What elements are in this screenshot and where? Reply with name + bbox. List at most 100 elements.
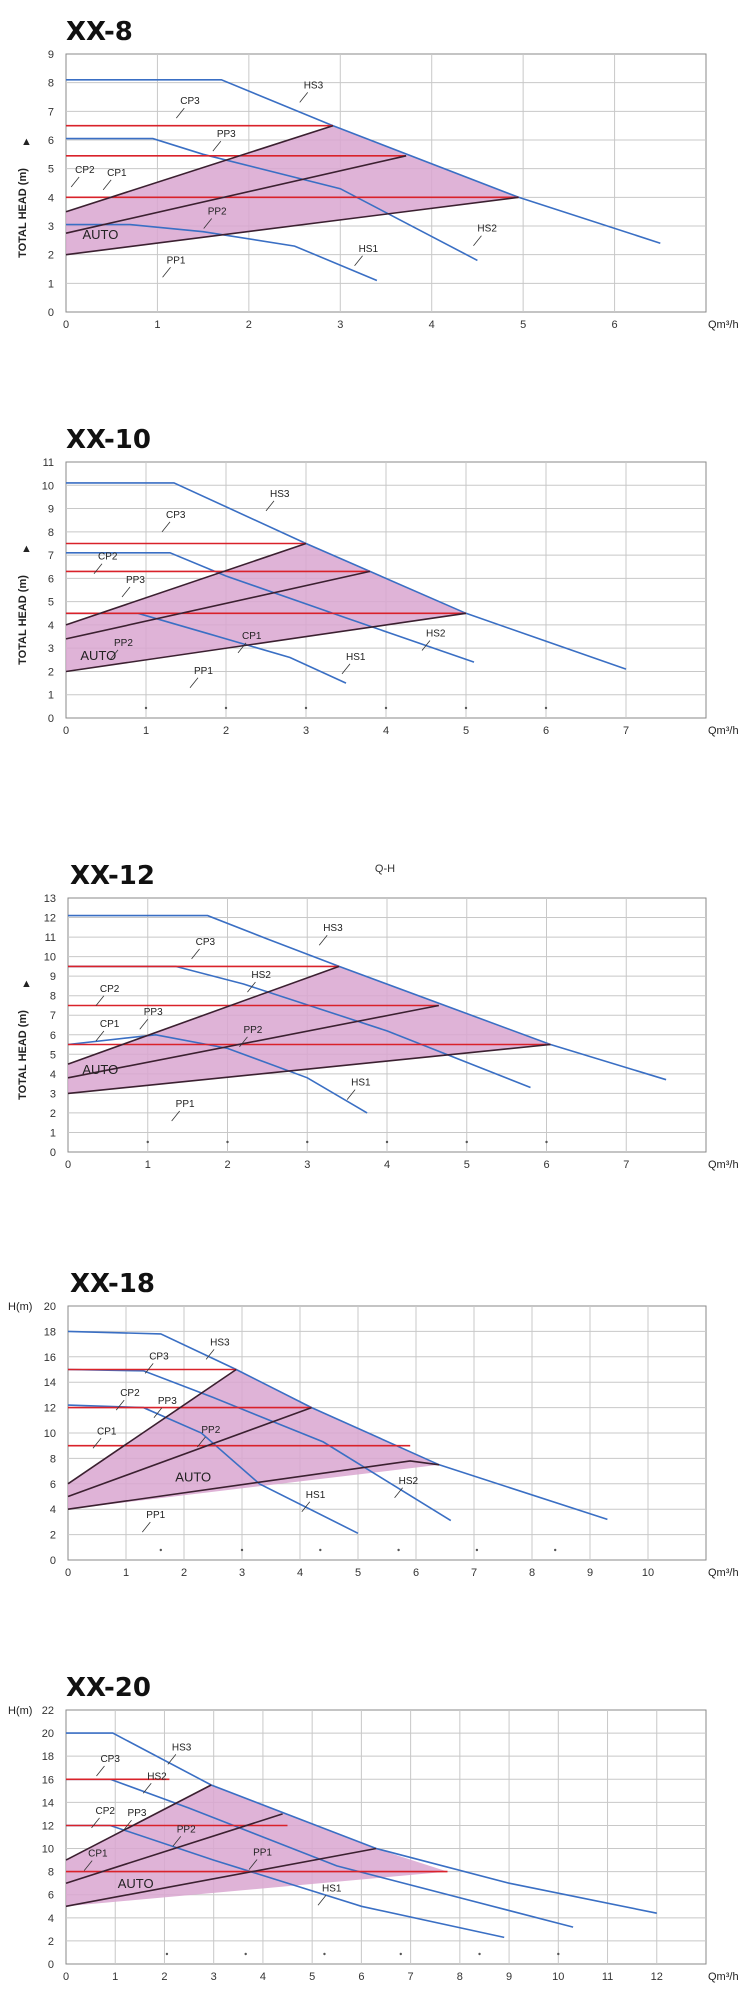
curve-label-hs1: HS1 xyxy=(359,244,379,255)
y-tick-label: 6 xyxy=(48,573,54,585)
y-tick-label: 10 xyxy=(44,952,56,964)
y-tick-label: 6 xyxy=(48,1890,54,1902)
x-tick-label: 4 xyxy=(297,1567,303,1579)
x-tick-label: 7 xyxy=(471,1567,477,1579)
curve-pp1 xyxy=(67,1460,440,1510)
label-leader xyxy=(318,934,328,946)
chart-xx-18: XX-180 1 2 3 4 5 6 7 8 9 1002468101214161820Qm³/hH… xyxy=(8,1269,739,1579)
axis-dot xyxy=(464,706,468,710)
label-leader xyxy=(95,995,105,1007)
y-axis-label: TOTAL HEAD (m) xyxy=(17,575,29,665)
label-leader xyxy=(92,1438,102,1449)
label-leader xyxy=(317,1895,327,1906)
label-leader xyxy=(171,1110,180,1122)
y-tick-label: 7 xyxy=(50,1010,56,1022)
y-tick-label: 5 xyxy=(50,1049,56,1061)
chart-xx-12: XX-12 Q-H0 1 2 3 4 5 6 7012345678910111213Qm³/hT… xyxy=(17,861,739,1171)
axis-dot xyxy=(159,1548,162,1552)
x-tick-label: 2 xyxy=(223,725,229,737)
x-tick-label: 12 xyxy=(651,1971,663,1983)
label-leader xyxy=(265,500,275,512)
label-leader xyxy=(197,1436,206,1448)
label-leader xyxy=(123,1819,132,1831)
curve-label-pp2: PP2 xyxy=(208,207,227,218)
axis-dot xyxy=(554,1548,557,1552)
axis-dot xyxy=(544,706,548,710)
curve-label-cp1: CP1 xyxy=(100,1019,120,1030)
curve-label-hs1: HS1 xyxy=(306,1490,326,1501)
y-tick-label: 1 xyxy=(50,1127,56,1139)
x-tick-label: 5 xyxy=(355,1567,361,1579)
y-tick-label: 1 xyxy=(48,690,54,702)
curve-hs2 xyxy=(66,137,478,262)
y-tick-label: 14 xyxy=(42,1797,54,1809)
x-tick-label: 11 xyxy=(602,1971,613,1983)
label-leader xyxy=(91,1817,100,1829)
curve-pp2 xyxy=(65,1813,283,1884)
axis-dot xyxy=(240,1548,244,1552)
curve-label-hs3: HS3 xyxy=(172,1742,192,1753)
y-axis-label: H(m) xyxy=(8,1301,32,1313)
label-leader xyxy=(102,179,112,191)
y-tick-label: 4 xyxy=(48,192,54,204)
chart-title: XX-18 xyxy=(70,1269,155,1299)
curve-label-hs3: HS3 xyxy=(323,923,343,934)
x-tick-label: 8 xyxy=(457,1971,463,1983)
axis-dot xyxy=(226,1140,229,1144)
x-tick-label: 2 xyxy=(161,1971,167,1983)
axis-dot xyxy=(475,1548,479,1552)
axis-dot xyxy=(323,1952,326,1956)
x-tick-label: 1 xyxy=(112,1971,118,1983)
y-axis-label: TOTAL HEAD (m) xyxy=(17,1010,29,1100)
axis-dot xyxy=(399,1952,402,1956)
label-leader xyxy=(248,1859,258,1870)
y-tick-label: 2 xyxy=(48,666,54,678)
x-tick-label: 8 xyxy=(529,1567,535,1579)
y-tick-label: 5 xyxy=(48,597,54,609)
y-tick-label: 6 xyxy=(50,1479,56,1491)
label-leader xyxy=(205,1349,215,1360)
x-tick-label: 2 xyxy=(181,1567,187,1579)
curve-pp2 xyxy=(65,155,407,234)
y-tick-label: 8 xyxy=(48,78,54,90)
axis-dot xyxy=(478,1952,481,1956)
x-tick-label: 1 xyxy=(143,725,149,737)
axis-dot xyxy=(319,1548,322,1552)
curve-pp3 xyxy=(67,965,340,1065)
y-tick-label: 2 xyxy=(48,1936,54,1948)
label-leader xyxy=(139,1018,149,1030)
axis-dot xyxy=(144,706,148,710)
y-tick-label: 8 xyxy=(50,1453,56,1465)
y-tick-label: 10 xyxy=(44,1428,56,1440)
curve-label-hs2: HS2 xyxy=(147,1771,167,1782)
y-tick-label: 22 xyxy=(42,1705,54,1717)
curve-label-cp2: CP2 xyxy=(98,552,118,563)
curve-pp1 xyxy=(65,196,519,256)
curve-label-pp3: PP3 xyxy=(158,1396,177,1407)
curve-label-hs1: HS1 xyxy=(346,652,366,663)
y-tick-label: 0 xyxy=(48,713,54,725)
label-leader xyxy=(239,1036,248,1048)
label-leader xyxy=(115,1399,125,1411)
x-tick-label: 4 xyxy=(384,1159,390,1171)
axis-dot xyxy=(165,1952,169,1956)
auto-label: AUTO xyxy=(82,227,118,242)
curve-hs3 xyxy=(66,1732,657,1914)
x-axis-label: Qm³/h xyxy=(708,1159,739,1171)
y-tick-label: 14 xyxy=(44,1377,56,1389)
label-leader xyxy=(421,640,431,651)
y-tick-label: 12 xyxy=(44,1403,56,1415)
operating-region xyxy=(66,1785,448,1907)
y-axis-label: TOTAL HEAD (m) xyxy=(17,168,29,258)
axis-dot xyxy=(385,1140,389,1144)
x-tick-label: 5 xyxy=(464,1159,470,1171)
axis-dot xyxy=(397,1548,400,1552)
x-tick-label: 3 xyxy=(239,1567,245,1579)
label-leader xyxy=(83,1860,93,1871)
curve-hs2 xyxy=(66,552,475,663)
x-tick-label: 5 xyxy=(463,725,469,737)
label-leader xyxy=(153,1407,163,1419)
y-tick-label: 3 xyxy=(48,221,54,233)
y-tick-label: 1 xyxy=(48,278,54,290)
x-tick-label: 4 xyxy=(429,319,435,331)
